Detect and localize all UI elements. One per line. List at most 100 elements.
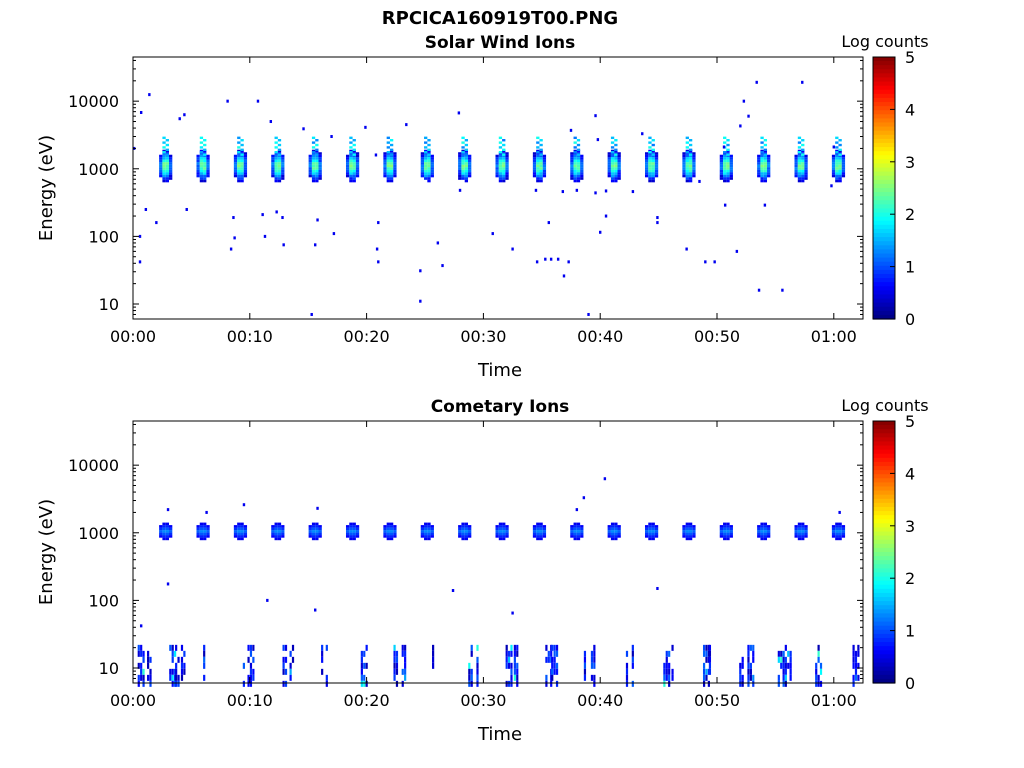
- colorbar-segment: [873, 527, 895, 533]
- colorbar: 0 1 2 3 4 5: [872, 412, 915, 693]
- y-tick-label: 10000: [68, 92, 119, 111]
- count-point: [781, 288, 784, 292]
- ion-burst: [495, 136, 509, 183]
- colorbar-segment: [873, 478, 895, 484]
- colorbar-tick-label: 3: [905, 153, 915, 172]
- colorbar-segment: [873, 637, 895, 643]
- count-point: [575, 188, 579, 192]
- panel-title: Cometary Ions: [431, 397, 570, 417]
- count-point: [713, 260, 716, 264]
- low-energy-burst: [401, 644, 407, 687]
- colorbar-segment: [873, 584, 895, 590]
- colorbar-segment: [873, 261, 895, 267]
- colorbar-segment: [873, 228, 895, 234]
- low-energy-burst: [590, 644, 596, 687]
- colorbar-segment: [873, 208, 895, 214]
- ion-burst: [458, 522, 472, 541]
- count-point: [375, 247, 379, 251]
- ion-burst: [607, 136, 621, 183]
- low-energy-burst: [175, 644, 180, 687]
- ion-burst: [644, 522, 659, 541]
- count-point: [641, 132, 644, 136]
- low-energy-burst: [739, 656, 744, 687]
- ion-burst: [495, 522, 509, 541]
- colorbar-segment: [873, 519, 895, 524]
- x-tick-label: 00:10: [227, 327, 273, 346]
- ion-burst: [308, 522, 322, 541]
- ion-burst: [532, 522, 547, 541]
- axis-ticks: 00:00 00:10 00:20 00:30 00:40 00:50 01:00 10 100…: [68, 421, 863, 710]
- count-point: [569, 128, 573, 132]
- colorbar-segment: [873, 233, 895, 238]
- colorbar-segment: [873, 200, 895, 205]
- count-point: [138, 260, 142, 264]
- colorbar-segment: [873, 564, 895, 569]
- count-point: [232, 216, 235, 220]
- low-energy-burst: [747, 644, 755, 687]
- colorbar-segment: [873, 61, 895, 66]
- count-point: [582, 496, 586, 500]
- count-point: [801, 80, 804, 84]
- colorbar-tick-label: 3: [905, 517, 915, 536]
- count-point: [374, 153, 378, 157]
- count-point: [242, 503, 246, 507]
- colorbar-segment: [873, 429, 895, 434]
- colorbar-segment: [873, 171, 895, 177]
- x-tick-label: 00:20: [344, 691, 390, 710]
- colorbar-segment: [873, 65, 895, 70]
- count-point: [735, 249, 739, 253]
- count-point: [534, 188, 538, 192]
- low-energy-burst: [180, 644, 186, 681]
- colorbar-segment: [873, 282, 895, 287]
- colorbar-segment: [873, 245, 895, 251]
- count-point: [166, 508, 170, 512]
- colorbar-segment: [873, 482, 895, 488]
- colorbar-segment: [873, 110, 895, 115]
- colorbar-segment: [873, 306, 895, 312]
- count-point: [656, 221, 659, 225]
- colorbar-segment: [873, 294, 895, 300]
- ion-burst: [794, 136, 808, 183]
- colorbar-segment: [873, 613, 895, 619]
- ion-burst: [458, 136, 472, 183]
- colorbar-segment: [873, 666, 895, 672]
- x-tick-label: 01:00: [811, 691, 857, 710]
- colorbar-segment: [873, 81, 895, 87]
- count-point: [166, 582, 170, 586]
- ion-burst: [233, 136, 248, 183]
- colorbar-segment: [873, 605, 895, 610]
- colorbar: 0 1 2 3 4 5: [872, 48, 915, 329]
- low-energy-burst: [137, 644, 145, 687]
- y-tick-label: 10: [99, 659, 119, 678]
- count-point: [330, 135, 333, 139]
- colorbar-segment: [873, 678, 895, 684]
- ion-burst: [308, 136, 322, 183]
- count-point: [178, 117, 181, 121]
- colorbar-segment: [873, 552, 895, 557]
- ion-burst: [757, 522, 771, 541]
- colorbar-segment: [873, 449, 895, 455]
- colorbar-tick-label: 2: [905, 569, 915, 588]
- ion-burst: [570, 522, 584, 541]
- count-point: [269, 120, 273, 124]
- colorbar-segment: [873, 421, 895, 426]
- x-tick-label: 00:40: [577, 691, 623, 710]
- colorbar-segment: [873, 601, 895, 606]
- colorbar-segment: [873, 523, 895, 529]
- count-point: [364, 125, 367, 129]
- colorbar-segment: [873, 138, 895, 144]
- ion-burst: [719, 522, 733, 541]
- colorbar-tick-label: 4: [905, 464, 915, 483]
- x-axis-label: Time: [477, 360, 522, 381]
- colorbar-tick-label: 5: [905, 48, 915, 67]
- colorbar-segment: [873, 535, 895, 541]
- colorbar-segment: [873, 580, 895, 586]
- colorbar-label: Log counts: [841, 32, 928, 51]
- count-point: [704, 260, 707, 264]
- colorbar-segment: [873, 646, 895, 651]
- colorbar-segment: [873, 114, 895, 120]
- colorbar-frame: [872, 56, 896, 320]
- low-energy-burst: [325, 644, 328, 687]
- y-tick-label: 100: [88, 591, 119, 610]
- colorbar-segment: [873, 556, 895, 561]
